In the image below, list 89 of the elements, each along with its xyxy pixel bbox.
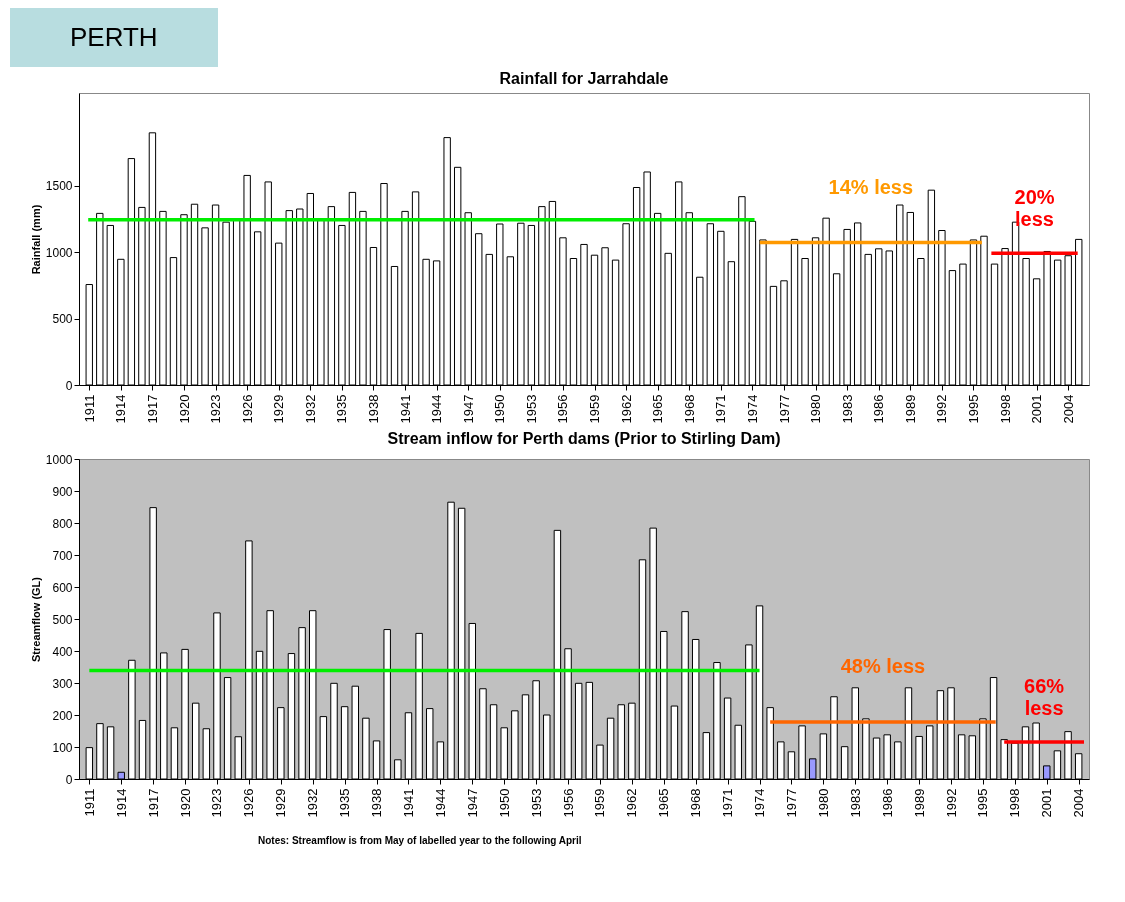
x-tick-label: 1938 xyxy=(365,394,381,424)
y-tick-label: 1000 xyxy=(45,245,73,260)
y-tick-label: 400 xyxy=(52,644,73,659)
text: Notes: Streamflow is from May of labelled year to the following April xyxy=(258,835,583,846)
x-tick-label: 2004 xyxy=(1060,394,1076,424)
x-tick-label: 1935 xyxy=(337,788,353,818)
x-tick-label: 1923 xyxy=(208,394,224,424)
y-tick-label: 0 xyxy=(65,772,73,787)
x-tick-label: 1953 xyxy=(528,788,544,818)
x-tick-label: 1959 xyxy=(592,788,608,818)
x-tick-label: 1944 xyxy=(429,394,445,424)
x-tick-label: 1941 xyxy=(400,788,416,818)
y-tick-label: 500 xyxy=(52,612,73,627)
annotation: 48% less xyxy=(840,655,926,678)
x-tick-label: 1947 xyxy=(460,394,476,424)
x-tick-label: 1974 xyxy=(752,788,768,818)
x-tick-label: 1935 xyxy=(334,394,350,424)
y-tick-label: 200 xyxy=(52,708,73,723)
y-tick-label: 0 xyxy=(65,378,73,393)
x-tick-label: 1914 xyxy=(113,788,129,818)
x-tick-label: 1998 xyxy=(997,394,1013,424)
x-tick-label: 1950 xyxy=(492,394,508,424)
x-tick-label: 1953 xyxy=(523,394,539,424)
x-tick-label: 1965 xyxy=(656,788,672,818)
annotation: 20% less xyxy=(1014,186,1055,231)
x-tick-label: 1995 xyxy=(965,394,981,424)
x-tick-label: 2001 xyxy=(1039,788,1055,818)
x-tick-label: 1941 xyxy=(397,394,413,424)
x-tick-label: 1980 xyxy=(808,394,824,424)
x-tick-label: 1923 xyxy=(209,788,225,818)
y-tick-label: 600 xyxy=(52,580,73,595)
x-tick-label: 1977 xyxy=(783,788,799,818)
x-tick-label: 1992 xyxy=(943,788,959,818)
x-tick-label: 1911 xyxy=(81,394,97,423)
x-tick-label: 1989 xyxy=(902,394,918,424)
annotation: 66% less xyxy=(1024,674,1065,719)
x-tick-label: 1965 xyxy=(650,394,666,424)
x-tick-label: 1980 xyxy=(815,788,831,818)
y-tick-label: 800 xyxy=(52,516,73,531)
x-tick-label: 1986 xyxy=(871,394,887,424)
x-tick-label: 2001 xyxy=(1029,394,1045,424)
x-tick-label: 1932 xyxy=(302,394,318,424)
y-tick-label: 700 xyxy=(52,548,73,563)
x-tick-label: 1977 xyxy=(776,394,792,424)
x-tick-label: 1983 xyxy=(839,394,855,424)
x-tick-label: 1929 xyxy=(273,788,289,818)
y-tick-label: 500 xyxy=(52,312,73,327)
x-tick-label: 1932 xyxy=(305,788,321,818)
x-tick-label: 1995 xyxy=(975,788,991,818)
x-tick-label: 1971 xyxy=(720,788,736,818)
y-tick-label: 300 xyxy=(52,676,73,691)
x-tick-label: 1929 xyxy=(271,394,287,424)
x-tick-label: 1926 xyxy=(239,394,255,424)
x-tick-label: 1917 xyxy=(144,394,160,424)
x-tick-label: 1938 xyxy=(369,788,385,818)
x-tick-label: 1974 xyxy=(744,394,760,424)
x-tick-label: 1956 xyxy=(555,394,571,424)
x-tick-label: 1986 xyxy=(879,788,895,818)
x-tick-label: 1983 xyxy=(847,788,863,818)
y-tick-label: 100 xyxy=(52,740,73,755)
x-tick-label: 1998 xyxy=(1007,788,1023,818)
y-tick-label: 1500 xyxy=(45,179,73,194)
y-tick-label: 1000 xyxy=(45,452,73,467)
x-tick-label: 1920 xyxy=(177,788,193,818)
x-tick-label: 1947 xyxy=(464,788,480,818)
x-tick-label: 1959 xyxy=(587,394,603,424)
x-tick-label: 2004 xyxy=(1071,788,1087,818)
x-tick-label: 1962 xyxy=(618,394,634,424)
x-tick-label: 1914 xyxy=(113,394,129,424)
x-tick-label: 1971 xyxy=(713,394,729,424)
x-tick-label: 1968 xyxy=(681,394,697,424)
x-tick-label: 1944 xyxy=(432,788,448,818)
x-tick-label: 1956 xyxy=(560,788,576,818)
x-tick-label: 1989 xyxy=(911,788,927,818)
x-tick-label: 1911 xyxy=(81,788,97,817)
x-tick-label: 1917 xyxy=(145,788,161,818)
y-axis-title: Streamflow (GL) xyxy=(29,576,42,662)
chart-title: Stream inflow for Perth dams (Prior to Stirling Dam) xyxy=(387,430,781,447)
y-tick-label: 900 xyxy=(52,484,73,499)
y-axis-title: Rainfall (mm) xyxy=(29,204,42,275)
x-tick-label: 1992 xyxy=(934,394,950,424)
x-tick-label: 1962 xyxy=(624,788,640,818)
x-tick-label: 1968 xyxy=(688,788,704,818)
x-tick-label: 1920 xyxy=(176,394,192,424)
text: PERTH xyxy=(10,8,218,67)
x-tick-label: 1950 xyxy=(496,788,512,818)
x-tick-label: 1926 xyxy=(241,788,257,818)
chart-title: Rainfall for Jarrahdale xyxy=(499,70,669,87)
annotation: 14% less xyxy=(828,175,914,198)
